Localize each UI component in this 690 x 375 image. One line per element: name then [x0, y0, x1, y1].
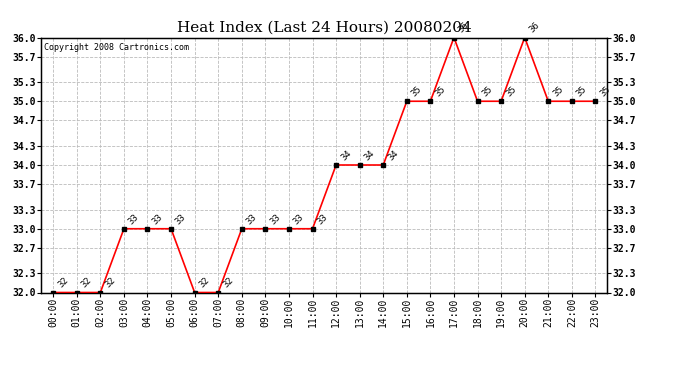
Text: 36: 36: [527, 21, 542, 35]
Text: 32: 32: [103, 276, 117, 290]
Text: 33: 33: [174, 212, 188, 226]
Text: 35: 35: [433, 85, 447, 99]
Text: 33: 33: [268, 212, 282, 226]
Text: 33: 33: [244, 212, 259, 226]
Text: 33: 33: [150, 212, 164, 226]
Text: 32: 32: [79, 276, 93, 290]
Text: 33: 33: [127, 212, 141, 226]
Text: 33: 33: [315, 212, 329, 226]
Text: 32: 32: [221, 276, 235, 290]
Text: Copyright 2008 Cartronics.com: Copyright 2008 Cartronics.com: [44, 43, 189, 52]
Text: 35: 35: [504, 85, 518, 99]
Text: 34: 34: [339, 148, 353, 162]
Text: 35: 35: [410, 85, 424, 99]
Text: 35: 35: [551, 85, 565, 99]
Text: 32: 32: [197, 276, 211, 290]
Text: 33: 33: [292, 212, 306, 226]
Text: 35: 35: [575, 85, 589, 99]
Text: 34: 34: [386, 148, 400, 162]
Title: Heat Index (Last 24 Hours) 20080204: Heat Index (Last 24 Hours) 20080204: [177, 21, 472, 35]
Text: 34: 34: [362, 148, 376, 162]
Text: 32: 32: [56, 276, 70, 290]
Text: 35: 35: [480, 85, 494, 99]
Text: 36: 36: [457, 21, 471, 35]
Text: 35: 35: [598, 85, 612, 99]
